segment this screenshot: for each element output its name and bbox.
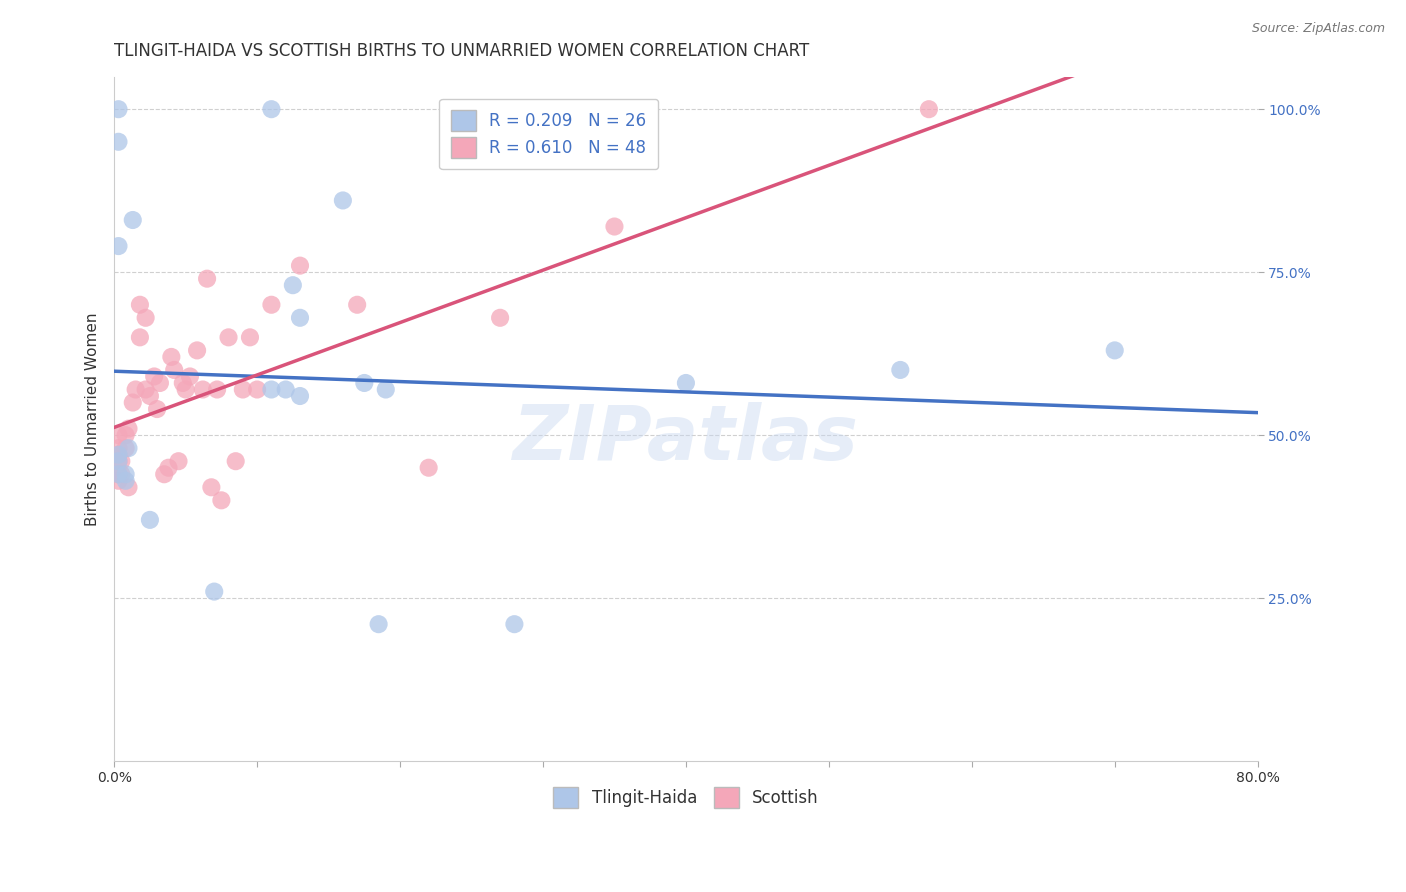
- Point: [195, 271, 218, 285]
- Point: [374, 383, 396, 397]
- Point: [260, 298, 283, 312]
- Point: [139, 513, 162, 527]
- Point: [209, 493, 232, 508]
- Point: [274, 383, 297, 397]
- Point: [503, 617, 526, 632]
- Point: [107, 239, 129, 253]
- Point: [114, 441, 136, 455]
- Point: [107, 467, 129, 482]
- Point: [107, 474, 129, 488]
- Point: [129, 330, 152, 344]
- Point: [232, 383, 254, 397]
- Point: [260, 383, 283, 397]
- Point: [489, 310, 512, 325]
- Point: [186, 343, 208, 358]
- Point: [135, 310, 157, 325]
- Point: [205, 383, 228, 397]
- Point: [202, 584, 225, 599]
- Point: [281, 278, 304, 293]
- Point: [129, 298, 152, 312]
- Point: [107, 428, 129, 442]
- Point: [139, 389, 162, 403]
- Legend: Tlingit-Haida, Scottish: Tlingit-Haida, Scottish: [547, 780, 825, 814]
- Point: [124, 383, 146, 397]
- Point: [218, 330, 240, 344]
- Point: [346, 298, 368, 312]
- Point: [107, 441, 129, 455]
- Point: [246, 383, 269, 397]
- Point: [121, 213, 143, 227]
- Point: [146, 402, 169, 417]
- Point: [163, 363, 186, 377]
- Point: [107, 135, 129, 149]
- Point: [114, 474, 136, 488]
- Point: [160, 350, 183, 364]
- Point: [288, 259, 311, 273]
- Point: [135, 383, 157, 397]
- Point: [1104, 343, 1126, 358]
- Text: ZIPatlas: ZIPatlas: [513, 402, 859, 476]
- Point: [225, 454, 247, 468]
- Point: [418, 460, 440, 475]
- Point: [174, 383, 197, 397]
- Point: [107, 454, 129, 468]
- Point: [191, 383, 214, 397]
- Point: [107, 102, 129, 116]
- Point: [353, 376, 375, 390]
- Point: [260, 102, 283, 116]
- Point: [332, 194, 354, 208]
- Point: [889, 363, 911, 377]
- Point: [918, 102, 941, 116]
- Point: [117, 441, 139, 455]
- Point: [117, 422, 139, 436]
- Point: [143, 369, 166, 384]
- Point: [200, 480, 222, 494]
- Point: [603, 219, 626, 234]
- Point: [114, 467, 136, 482]
- Point: [367, 617, 389, 632]
- Point: [121, 395, 143, 409]
- Point: [157, 460, 180, 475]
- Point: [110, 454, 132, 468]
- Point: [107, 454, 129, 468]
- Point: [675, 376, 697, 390]
- Point: [153, 467, 176, 482]
- Point: [179, 369, 201, 384]
- Y-axis label: Births to Unmarried Women: Births to Unmarried Women: [86, 312, 100, 525]
- Text: TLINGIT-HAIDA VS SCOTTISH BIRTHS TO UNMARRIED WOMEN CORRELATION CHART: TLINGIT-HAIDA VS SCOTTISH BIRTHS TO UNMA…: [114, 42, 810, 60]
- Point: [107, 448, 129, 462]
- Point: [110, 467, 132, 482]
- Point: [107, 448, 129, 462]
- Point: [114, 428, 136, 442]
- Point: [167, 454, 190, 468]
- Point: [288, 389, 311, 403]
- Text: Source: ZipAtlas.com: Source: ZipAtlas.com: [1251, 22, 1385, 36]
- Point: [149, 376, 172, 390]
- Point: [107, 467, 129, 482]
- Point: [288, 310, 311, 325]
- Point: [172, 376, 194, 390]
- Point: [117, 480, 139, 494]
- Point: [239, 330, 262, 344]
